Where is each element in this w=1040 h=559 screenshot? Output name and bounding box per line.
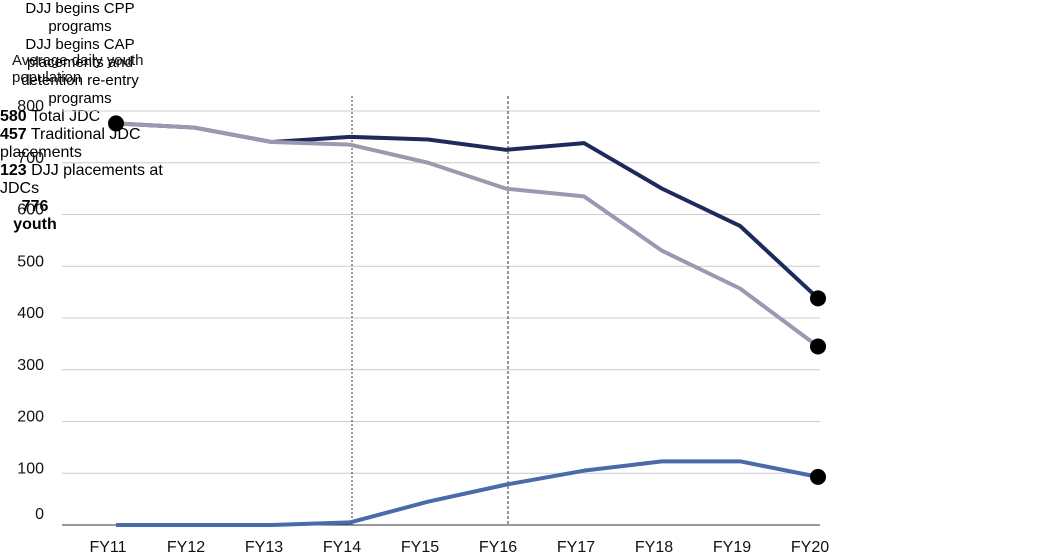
x-tick-label: FY18 [635,539,673,556]
x-tick-label: FY12 [167,539,205,556]
y-tick-label: 700 [17,150,44,167]
series-value-label: 123 [0,162,27,179]
x-tick-label: FY20 [791,539,829,556]
y-tick-label: 600 [17,202,44,219]
series-label: 457 Traditional JDC placements [0,126,180,162]
y-tick-label: 800 [17,98,44,115]
x-tick-label: FY17 [557,539,595,556]
series-name: Total JDC [30,108,101,125]
x-tick-label: FY19 [713,539,751,556]
y-axis-label: Average daily youth population [12,52,144,86]
series-line [115,121,820,349]
end-dot [810,290,826,307]
series-value-label: 457 [0,126,27,143]
x-tick-label: FY13 [245,539,283,556]
end-dot [810,338,826,355]
start-dot [108,115,124,132]
y-tick-label: 0 [35,506,44,523]
event-label: DJJ begins CAP placements and detention … [21,36,139,107]
y-tick-label: 200 [17,409,44,426]
x-tick-label: FY14 [323,539,361,556]
x-tick-label: FY15 [401,539,439,556]
event-label: DJJ begins CPP programs [25,0,135,35]
series-label: 580 Total JDC [0,108,180,126]
y-tick-label: 400 [17,305,44,322]
start-label: 776 youth [13,198,57,233]
y-tick-label: 300 [17,357,44,374]
y-tick-label: 100 [17,460,44,477]
x-tick-label: FY11 [89,539,126,556]
end-dot [810,468,826,485]
y-tick-label: 500 [17,253,44,270]
series-value-label: 580 [0,108,27,125]
series-label: 123 DJJ placements at JDCs [0,162,180,198]
series-name: DJJ placements at JDCs [0,162,163,197]
x-tick-label: FY16 [479,539,517,556]
series-line [116,459,819,527]
series-line [115,121,820,300]
